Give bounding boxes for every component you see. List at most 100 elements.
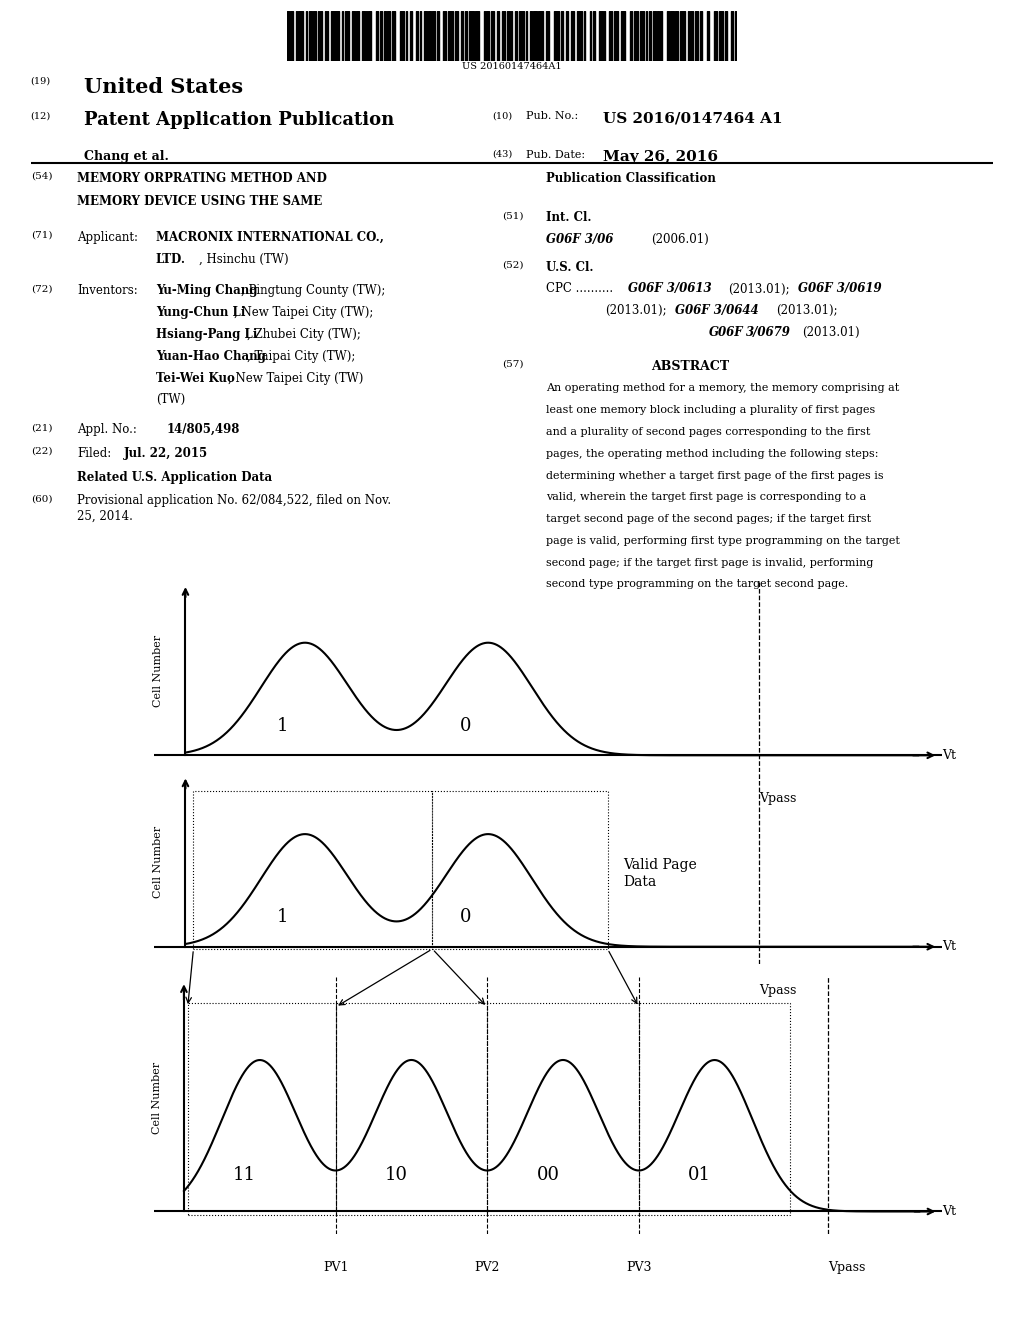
Bar bbox=[465, 11, 467, 61]
Bar bbox=[194, 791, 432, 949]
Bar bbox=[507, 11, 510, 61]
Text: (21): (21) bbox=[31, 422, 52, 432]
Text: (10): (10) bbox=[493, 111, 513, 120]
Bar bbox=[487, 1003, 639, 1214]
Text: ABSTRACT: ABSTRACT bbox=[651, 360, 729, 372]
Text: 14/805,498: 14/805,498 bbox=[167, 422, 240, 436]
Bar bbox=[387, 11, 390, 61]
Bar bbox=[309, 11, 312, 61]
Bar bbox=[560, 11, 562, 61]
Text: PV3: PV3 bbox=[626, 1262, 651, 1274]
Bar bbox=[667, 11, 669, 61]
Text: Vt: Vt bbox=[942, 1205, 956, 1218]
Bar bbox=[384, 11, 386, 61]
Text: Publication Classification: Publication Classification bbox=[546, 172, 716, 185]
Text: Tei-Wei Kuo: Tei-Wei Kuo bbox=[156, 372, 234, 384]
Bar bbox=[707, 11, 709, 61]
Text: page is valid, performing first type programming on the target: page is valid, performing first type pro… bbox=[546, 536, 899, 546]
Bar bbox=[634, 11, 638, 61]
Bar bbox=[534, 11, 537, 61]
Text: Cell Number: Cell Number bbox=[153, 635, 163, 708]
Text: , Taipai City (TW);: , Taipai City (TW); bbox=[248, 350, 356, 363]
Bar bbox=[461, 11, 463, 61]
Bar bbox=[376, 11, 378, 61]
Text: valid, wherein the target first page is corresponding to a: valid, wherein the target first page is … bbox=[546, 492, 866, 503]
Bar bbox=[695, 11, 698, 61]
Text: determining whether a target first page of the first pages is: determining whether a target first page … bbox=[546, 471, 884, 480]
Bar bbox=[735, 11, 736, 61]
Bar bbox=[432, 11, 435, 61]
Text: Appl. No.:: Appl. No.: bbox=[77, 422, 137, 436]
Text: Vt: Vt bbox=[942, 940, 956, 953]
Text: May 26, 2016: May 26, 2016 bbox=[603, 150, 719, 164]
Bar bbox=[362, 11, 365, 61]
Bar bbox=[525, 11, 527, 61]
Text: Pub. No.:: Pub. No.: bbox=[526, 111, 579, 121]
Text: (52): (52) bbox=[503, 261, 524, 269]
Bar bbox=[731, 11, 733, 61]
Text: Vpass: Vpass bbox=[759, 792, 797, 805]
Bar bbox=[335, 11, 339, 61]
Text: G06F 3/0613: G06F 3/0613 bbox=[628, 282, 711, 296]
Text: 0: 0 bbox=[460, 717, 472, 735]
Text: Chang et al.: Chang et al. bbox=[84, 150, 169, 162]
Text: G06F: G06F bbox=[710, 326, 744, 339]
Bar bbox=[621, 11, 625, 61]
Bar bbox=[608, 11, 612, 61]
Text: (60): (60) bbox=[31, 495, 52, 503]
Text: PV2: PV2 bbox=[474, 1262, 500, 1274]
Text: pages, the operating method including the following steps:: pages, the operating method including th… bbox=[546, 449, 879, 459]
Bar bbox=[719, 11, 723, 61]
Text: (TW): (TW) bbox=[156, 393, 185, 407]
Text: 00: 00 bbox=[537, 1167, 559, 1184]
Text: United States: United States bbox=[84, 77, 243, 96]
Bar bbox=[529, 11, 532, 61]
Text: Cell Number: Cell Number bbox=[153, 1061, 163, 1134]
Bar bbox=[725, 11, 727, 61]
Bar bbox=[345, 11, 348, 61]
Text: Jul. 22, 2015: Jul. 22, 2015 bbox=[124, 446, 208, 459]
Text: Yuan-Hao Chang: Yuan-Hao Chang bbox=[156, 350, 265, 363]
Text: 1: 1 bbox=[278, 908, 289, 927]
Bar bbox=[290, 11, 293, 61]
Bar bbox=[331, 11, 334, 61]
Bar bbox=[416, 11, 418, 61]
Bar bbox=[700, 11, 701, 61]
Bar bbox=[554, 11, 558, 61]
Text: (12): (12) bbox=[31, 111, 51, 120]
Text: G06F 3/0619: G06F 3/0619 bbox=[798, 282, 882, 296]
Bar bbox=[456, 11, 458, 61]
Text: Vpass: Vpass bbox=[828, 1262, 865, 1274]
Text: second page; if the target first page is invalid, performing: second page; if the target first page is… bbox=[546, 557, 873, 568]
Text: , Pingtung County (TW);: , Pingtung County (TW); bbox=[241, 285, 385, 297]
Text: Filed:: Filed: bbox=[77, 446, 112, 459]
Bar bbox=[676, 11, 678, 61]
Text: 3/0679: 3/0679 bbox=[745, 326, 791, 339]
Text: Yu-Ming Chang: Yu-Ming Chang bbox=[156, 285, 257, 297]
Bar bbox=[432, 791, 607, 949]
Text: Valid Page
Data: Valid Page Data bbox=[624, 858, 697, 888]
Bar bbox=[571, 11, 573, 61]
Bar bbox=[593, 11, 595, 61]
Text: MEMORY DEVICE USING THE SAME: MEMORY DEVICE USING THE SAME bbox=[77, 195, 323, 209]
Text: MACRONIX INTERNATIONAL CO.,: MACRONIX INTERNATIONAL CO., bbox=[156, 231, 384, 244]
Bar bbox=[656, 11, 659, 61]
Text: MEMORY ORPRATING METHOD AND: MEMORY ORPRATING METHOD AND bbox=[77, 172, 327, 185]
Bar bbox=[366, 11, 368, 61]
Bar bbox=[630, 11, 632, 61]
Text: Related U.S. Application Data: Related U.S. Application Data bbox=[77, 471, 272, 484]
Bar bbox=[352, 11, 355, 61]
Text: (54): (54) bbox=[31, 172, 52, 181]
Text: 11: 11 bbox=[233, 1167, 256, 1184]
Text: LTD.: LTD. bbox=[156, 253, 185, 265]
Bar bbox=[313, 11, 316, 61]
Text: (51): (51) bbox=[503, 211, 524, 220]
Bar bbox=[503, 11, 505, 61]
Text: Patent Application Publication: Patent Application Publication bbox=[84, 111, 394, 129]
Text: Inventors:: Inventors: bbox=[77, 285, 137, 297]
Bar bbox=[614, 11, 617, 61]
Bar bbox=[443, 11, 445, 61]
Bar bbox=[449, 11, 454, 61]
Bar bbox=[336, 1003, 487, 1214]
Bar bbox=[475, 11, 479, 61]
